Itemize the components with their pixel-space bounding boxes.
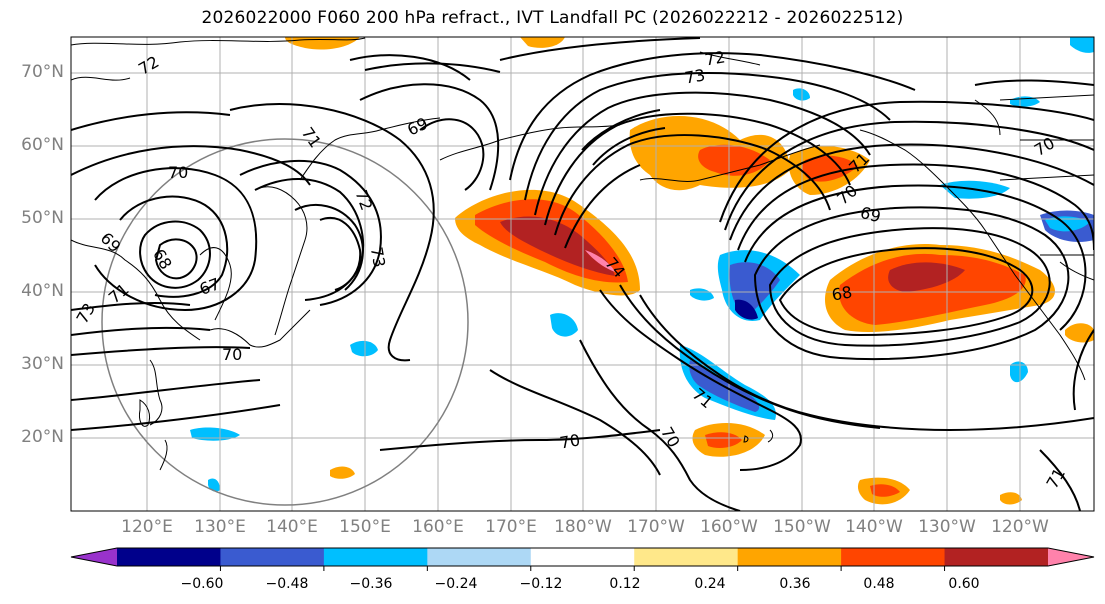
colorbar-tick-label: −0.36 <box>349 576 393 592</box>
colorbar-tick-label: 0.12 <box>609 576 641 592</box>
contour-label: 70 <box>222 345 242 364</box>
lon-label: 170°W <box>627 517 685 537</box>
colorbar-segment <box>944 548 1049 566</box>
contour-label: 73 <box>367 246 389 269</box>
lon-label: 150°W <box>773 517 831 537</box>
lat-label: 50°N <box>21 208 64 228</box>
colorbar-extend-low <box>71 548 117 566</box>
colorbar-extend-high <box>1048 548 1094 566</box>
colorbar-segment <box>427 548 532 566</box>
lon-label: 160°W <box>700 517 758 537</box>
lon-label: 150°E <box>339 517 391 537</box>
lat-label: 40°N <box>21 281 64 301</box>
contour-label: 69 <box>858 203 883 227</box>
refractivity-contours <box>71 37 1094 511</box>
colorbar-tick-label: 0.60 <box>948 576 980 592</box>
contour-label: 70 <box>168 163 188 182</box>
map-frame <box>70 36 1095 512</box>
lon-label: 140°E <box>266 517 318 537</box>
colorbar-tick-label: 0.36 <box>779 576 811 592</box>
colorbar-segment <box>841 548 946 566</box>
lon-label: 170°E <box>485 517 537 537</box>
lon-label: 130°W <box>918 517 976 537</box>
map-title: 2026022000 F060 200 hPa refract., IVT La… <box>201 8 904 28</box>
colorbar-tick-label: −0.24 <box>434 576 478 592</box>
colorbar-tick-label: −0.60 <box>180 576 224 592</box>
lat-label: 30°N <box>21 354 64 374</box>
colorbar-segment <box>634 548 739 566</box>
lon-label: 120°W <box>991 517 1049 537</box>
coastlines <box>71 37 1094 471</box>
positive-anomaly-fill <box>285 37 1094 505</box>
colorbar-tick-label: −0.48 <box>265 576 309 592</box>
colorbar-segment <box>737 548 842 566</box>
lat-label: 60°N <box>21 135 64 155</box>
range-circle <box>101 138 469 506</box>
colorbar-segment <box>117 548 221 566</box>
lon-label: 180°W <box>554 517 612 537</box>
colorbar-segment <box>323 548 428 566</box>
lon-label: 160°E <box>412 517 464 537</box>
colorbar-tick-label: 0.24 <box>694 576 726 592</box>
contour-label: 68 <box>830 282 853 304</box>
contour-label: 73 <box>683 65 706 87</box>
colorbar-outline <box>70 547 1095 567</box>
lon-label: 120°E <box>121 517 173 537</box>
lon-label: 130°E <box>194 517 246 537</box>
lat-label: 70°N <box>21 62 64 82</box>
colorbar-tick-label: 0.48 <box>863 576 895 592</box>
contour-label: 70 <box>558 430 581 452</box>
colorbar-segment <box>530 548 635 566</box>
contour-label: 72 <box>703 47 726 69</box>
lon-label: 140°W <box>845 517 903 537</box>
colorbar <box>70 547 1095 571</box>
colorbar-segment <box>220 548 325 566</box>
lat-label: 20°N <box>21 427 64 447</box>
colorbar-tick-label: −0.12 <box>519 576 563 592</box>
